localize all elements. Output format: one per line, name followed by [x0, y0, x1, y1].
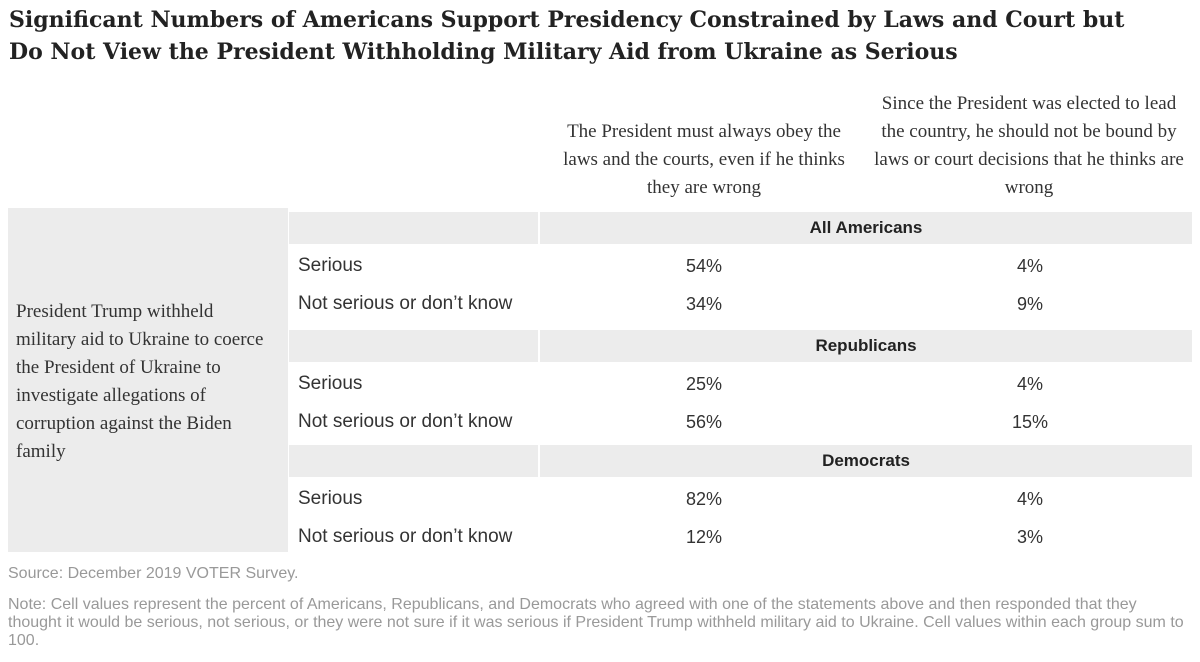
row-label: Not serious or don’t know	[298, 293, 513, 314]
value-cell: 15%	[1011, 412, 1049, 432]
group-header-spacer	[289, 212, 538, 244]
value-cell: 82%	[685, 489, 723, 509]
group-header-spacer	[289, 445, 538, 477]
title-line-2: Do Not View the President Withholding Mi…	[9, 39, 958, 65]
value-cell: 9%	[1016, 294, 1043, 314]
source-note: Source: December 2019 VOTER Survey.	[8, 565, 299, 582]
group-header: Democrats	[540, 445, 1192, 477]
value-cell: 4%	[1016, 374, 1043, 394]
column-header-obey-laws: The President must always obey the laws …	[563, 121, 845, 198]
value-cell: 4%	[1016, 256, 1043, 276]
row-label: Serious	[298, 488, 363, 509]
row-label: Not serious or don’t know	[298, 526, 513, 547]
value-cell: 12%	[685, 527, 723, 547]
group-header: Republicans	[540, 330, 1192, 362]
value-cell: 56%	[685, 412, 723, 432]
group-header-spacer	[289, 330, 538, 362]
value-cell: 4%	[1016, 489, 1043, 509]
row-label: Serious	[298, 373, 363, 394]
group-header: All Americans	[540, 212, 1192, 244]
value-cell: 54%	[685, 256, 723, 276]
column-header-not-bound: Since the President was elected to lead …	[874, 93, 1184, 198]
row-stub-label: President Trump withheld military aid to…	[16, 301, 264, 462]
chart-title: Significant Numbers of Americans Support…	[9, 4, 1189, 68]
row-label: Serious	[298, 255, 363, 276]
value-cell: 3%	[1016, 527, 1043, 547]
value-cell: 34%	[685, 294, 723, 314]
row-stub: President Trump withheld military aid to…	[8, 208, 288, 552]
value-cell: 25%	[685, 374, 723, 394]
title-line-1: Significant Numbers of Americans Support…	[9, 7, 1125, 33]
footnote: Note: Cell values represent the percent …	[8, 596, 1184, 649]
row-label: Not serious or don’t know	[298, 411, 513, 432]
